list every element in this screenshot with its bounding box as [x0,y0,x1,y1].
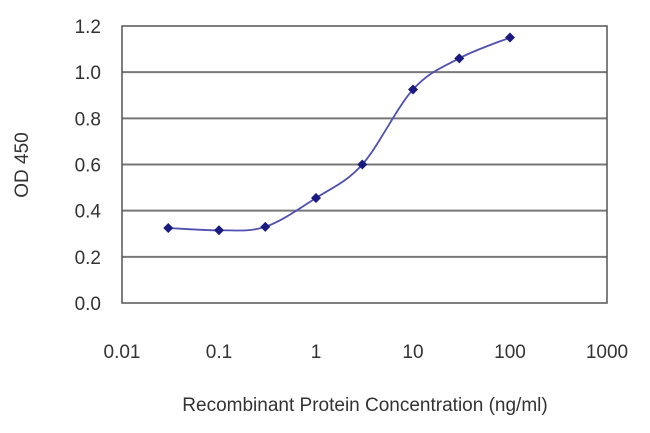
diamond-marker [505,32,515,43]
diamond-marker [454,53,465,64]
diamond-marker [163,222,174,233]
diamond-marker [408,84,418,95]
diamond-marker [214,225,224,236]
y-axis-title: OD 450 [12,132,33,197]
diamond-marker [260,221,271,232]
x-tick-label: 1 [311,342,322,363]
plot-frame [121,25,608,304]
x-tick-label: 10 [402,342,423,363]
y-tick-label: 1.2 [75,17,101,38]
y-axis-ticks: 0.0 0.2 0.4 0.6 0.8 1.0 1.2 [75,17,102,315]
y-tick-label: 0.0 [75,294,101,315]
y-tick-label: 0.4 [75,202,102,223]
x-axis-ticks: 0.01 0.1 1 10 100 1000 [104,342,629,363]
y-tick-label: 0.6 [75,156,101,177]
x-tick-label: 1000 [586,342,628,363]
y-tick-label: 0.8 [75,109,101,130]
diamond-marker [311,192,321,203]
data-point-markers [163,32,515,236]
series-line [168,36,511,232]
y-tick-label: 1.0 [75,63,101,84]
y-tick-label: 0.2 [75,248,101,269]
x-axis-title: Recombinant Protein Concentration (ng/ml… [182,395,547,416]
x-tick-label: 0.1 [206,342,232,363]
diamond-marker [357,159,368,170]
x-tick-label: 0.01 [104,342,141,363]
x-tick-label: 100 [494,342,526,363]
